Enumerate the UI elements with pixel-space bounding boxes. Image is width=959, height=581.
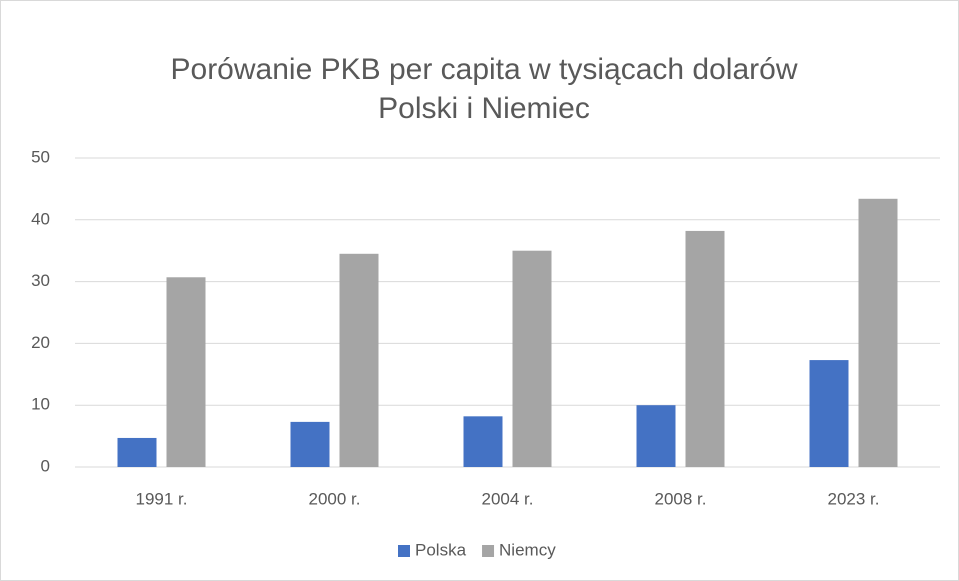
x-tick-label: 2023 r. — [828, 489, 880, 508]
y-tick-label: 40 — [31, 209, 50, 228]
legend-label: Polska — [415, 540, 467, 559]
legend-swatch — [398, 545, 410, 557]
x-tick-label: 1991 r. — [136, 489, 188, 508]
bar — [339, 253, 379, 467]
bar — [685, 230, 725, 467]
bar — [166, 277, 206, 467]
bar — [290, 421, 330, 467]
y-tick-label: 10 — [31, 395, 50, 414]
bar — [512, 250, 552, 467]
chart-title: Porówanie PKB per capita w tysiącach dol… — [171, 53, 798, 86]
bar — [463, 416, 503, 467]
chart-title: Polski i Niemiec — [378, 92, 590, 125]
bar — [809, 360, 849, 467]
y-tick-label: 30 — [31, 271, 50, 290]
x-tick-label: 2008 r. — [655, 489, 707, 508]
bar — [117, 437, 157, 467]
x-tick-label: 2000 r. — [309, 489, 361, 508]
legend-swatch — [482, 545, 495, 557]
y-tick-label: 50 — [31, 147, 50, 166]
legend-label: Niemcy — [499, 540, 556, 559]
y-tick-label: 20 — [31, 333, 50, 352]
bar — [636, 405, 676, 467]
y-tick-label: 0 — [41, 456, 50, 475]
bar — [858, 198, 898, 467]
x-tick-label: 2004 r. — [482, 489, 534, 508]
